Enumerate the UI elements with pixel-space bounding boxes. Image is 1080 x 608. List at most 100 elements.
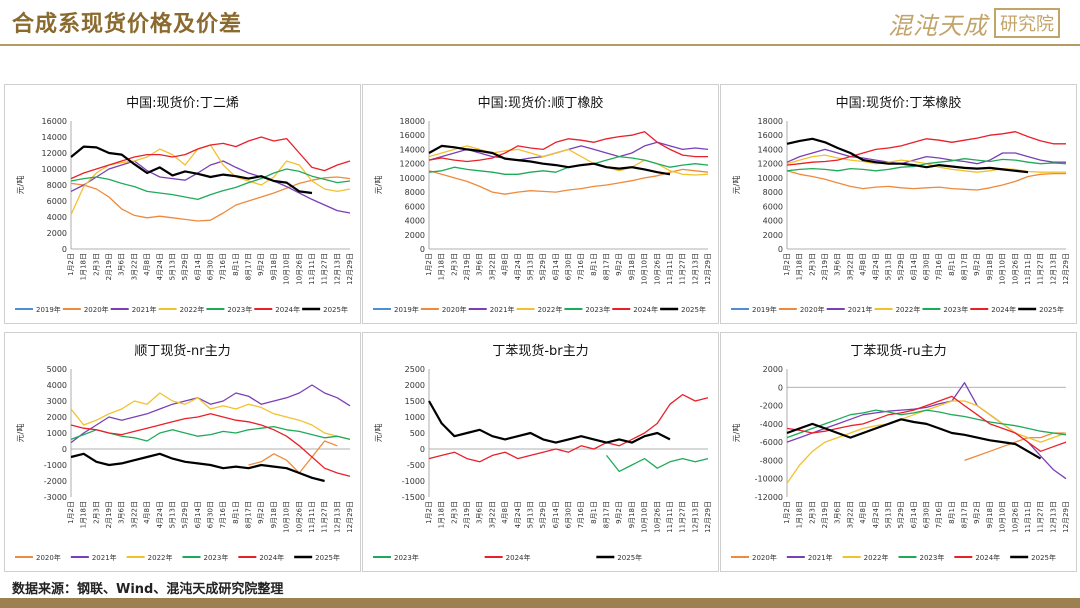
y-tick-label: 18000 (400, 117, 425, 126)
x-tick-label: 4月8日 (859, 501, 867, 524)
series-line-2023 (786, 409, 1067, 439)
x-tick-label: 10月26日 (295, 501, 303, 533)
series-line-2023 (70, 168, 351, 201)
y-tick-label: 2000 (763, 231, 783, 240)
x-tick-label: 12月29日 (346, 501, 354, 533)
x-tick-label: 5月13日 (884, 253, 892, 280)
y-tick-label: -500 (407, 461, 425, 470)
legend-label: 2022年 (896, 305, 921, 314)
y-tick-label: 2500 (405, 365, 425, 374)
legend-label: 2021年 (808, 553, 833, 562)
y-tick-label: 2000 (47, 229, 67, 238)
x-tick-label: 3月22日 (130, 501, 138, 528)
legend-label: 2024年 (991, 305, 1016, 314)
y-tick-label: 16000 (400, 131, 425, 140)
legend-label: 2023年 (585, 305, 610, 314)
x-tick-label: 5月13日 (168, 501, 176, 528)
chart-panel-sbr-ru-spread: 丁苯现货-ru主力 元/吨 -12000 -10000 -8000 -6000 -4000 -… (720, 332, 1077, 572)
x-tick-label: 10月26日 (653, 501, 661, 533)
x-tick-label: 8月1日 (232, 253, 240, 276)
chart-panel-butadiene: 中国:现货价:丁二烯 元/吨 0 2000 4000 6000 8000 10000 12000… (4, 84, 361, 324)
x-tick-label: 7月16日 (935, 253, 943, 280)
y-tick-label: 6000 (405, 202, 425, 211)
y-tick-label: 8000 (763, 188, 783, 197)
y-tick-label: 8000 (47, 181, 67, 190)
series-line-2025 (428, 400, 671, 444)
x-tick-label: 3月6日 (834, 253, 842, 276)
legend-label: 2021年 (490, 305, 515, 314)
y-tick-label: 4000 (405, 217, 425, 226)
x-tick-label: 11月27日 (321, 253, 329, 285)
x-tick-label: 5月29日 (181, 501, 189, 528)
footer-bar (0, 598, 1080, 608)
x-tick-label: 9月18日 (628, 253, 636, 280)
y-tick-label: 14000 (400, 145, 425, 154)
series-line-2025 (428, 144, 671, 176)
x-tick-label: 2月19日 (105, 501, 113, 528)
y-tick-label: -2000 (760, 402, 783, 411)
y-tick-label: -3000 (44, 493, 67, 502)
x-tick-label: 3月6日 (118, 501, 126, 524)
series-line-2024 (786, 131, 1066, 166)
series-line-2022 (428, 145, 709, 176)
y-tick-label: -10000 (755, 475, 783, 484)
x-tick-label: 8月17日 (245, 253, 253, 280)
legend-label: 2025年 (681, 305, 706, 314)
y-tick-label: 0 (420, 245, 425, 254)
x-tick-label: 6月14日 (552, 253, 560, 280)
x-tick-label: 12月29日 (346, 253, 354, 285)
y-tick-label: -4000 (760, 420, 783, 429)
chart-title: 中国:现货价:丁苯橡胶 (836, 95, 962, 111)
y-axis-label: 元/吨 (373, 424, 383, 443)
x-tick-label: 12月29日 (1062, 253, 1070, 285)
x-tick-label: 4月24日 (514, 501, 522, 528)
y-tick-label: -12000 (755, 493, 783, 502)
x-tick-label: 2月3日 (450, 253, 458, 276)
x-tick-label: 2月19日 (463, 501, 471, 528)
y-axis-label: 元/吨 (15, 176, 25, 195)
x-tick-label: 6月14日 (910, 253, 918, 280)
chart-panel-sbr-br-spread: 丁苯现货-br主力 元/吨 -1500 -1000 -500 0 500 1000 1500 20… (362, 332, 719, 572)
x-tick-label: 8月17日 (603, 253, 611, 280)
x-tick-label: 8月1日 (232, 501, 240, 524)
x-tick-label: 5月29日 (181, 253, 189, 280)
y-tick-label: 12000 (42, 149, 67, 158)
data-source: 数据来源：钢联、Wind、混沌天成研究院整理 (12, 582, 284, 597)
x-tick-label: 11月11日 (666, 501, 674, 533)
series-line-2024 (70, 413, 351, 477)
x-tick-label: 2月3日 (92, 253, 100, 276)
y-tick-label: -1500 (402, 493, 425, 502)
y-tick-label: -2000 (44, 477, 67, 486)
x-tick-label: 4月8日 (501, 501, 509, 524)
x-tick-label: 8月17日 (245, 501, 253, 528)
x-tick-label: 10月26日 (295, 253, 303, 285)
x-tick-label: 5月29日 (539, 253, 547, 280)
x-tick-label: 1月18日 (438, 253, 446, 280)
y-tick-label: 12000 (758, 160, 783, 169)
y-tick-label: 4000 (763, 217, 783, 226)
y-tick-label: 10000 (400, 174, 425, 183)
x-tick-label: 6月30日 (207, 501, 215, 528)
chart-panel-sbr-rubber: 中国:现货价:丁苯橡胶 元/吨 0 2000 4000 6000 8000 10000 1200… (720, 84, 1077, 324)
x-tick-label: 10月10日 (283, 501, 291, 533)
y-tick-label: 14000 (758, 145, 783, 154)
x-tick-label: 9月2日 (615, 501, 623, 524)
x-tick-label: 10月10日 (641, 253, 649, 285)
y-tick-label: 16000 (42, 117, 67, 126)
x-tick-label: 7月16日 (935, 501, 943, 528)
x-tick-label: 1月2日 (425, 253, 433, 276)
y-tick-label: 5000 (47, 365, 67, 374)
x-tick-label: 6月30日 (565, 253, 573, 280)
x-tick-label: 11月11日 (308, 501, 316, 533)
logo-script: 混沌天成 (888, 11, 988, 40)
x-tick-label: 8月1日 (590, 253, 598, 276)
chart-title: 中国:现货价:顺丁橡胶 (478, 95, 604, 111)
x-tick-label: 2月3日 (808, 253, 816, 276)
y-tick-label: 2000 (405, 381, 425, 390)
x-tick-label: 3月22日 (130, 253, 138, 280)
x-tick-label: 6月14日 (552, 501, 560, 528)
x-tick-label: 12月13日 (691, 253, 699, 285)
legend-label: 2024年 (259, 553, 284, 562)
legend-label: 2019年 (36, 305, 61, 314)
x-tick-label: 4月24日 (156, 253, 164, 280)
